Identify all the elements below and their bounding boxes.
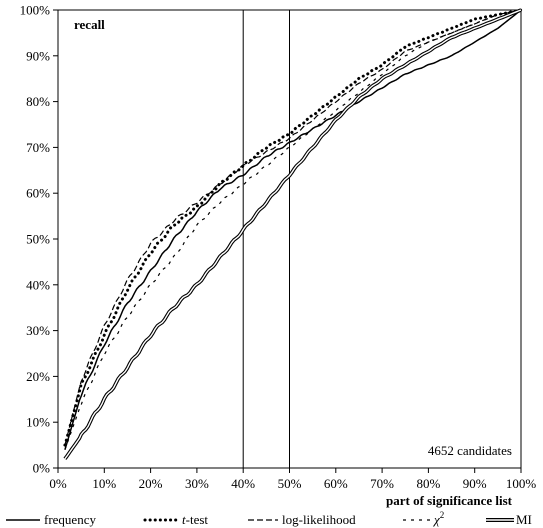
y-tick-label: 90% — [26, 48, 50, 63]
x-tick-label: 90% — [463, 476, 487, 491]
y-tick-label: 40% — [26, 277, 50, 292]
x-tick-label: 80% — [416, 476, 440, 491]
chart-title: recall — [74, 17, 105, 32]
legend-item-mi: MI — [486, 512, 532, 527]
series-line-chi-square — [64, 9, 522, 450]
legend-label-t-italic: t — [182, 512, 186, 527]
legend-label-mi: MI — [516, 512, 532, 527]
legend-item-chi-square: χ2 — [403, 510, 444, 527]
x-tick-label: 20% — [139, 476, 163, 491]
y-tick-label: 20% — [26, 369, 50, 384]
y-tick-label: 0% — [33, 461, 51, 476]
legend-item-t-test: t-test — [143, 512, 208, 527]
y-tick-label: 30% — [26, 323, 50, 338]
x-tick-label: 30% — [185, 476, 209, 491]
x-tick-label: 0% — [49, 476, 67, 491]
legend-label-chi-square: χ2 — [432, 510, 444, 527]
x-tick-label: 10% — [92, 476, 116, 491]
series-line-t-test — [63, 8, 523, 447]
series-lines — [63, 8, 523, 460]
legend: frequency t-test log-likelihood χ2 MI — [6, 510, 532, 527]
x-axis-title: part of significance list — [386, 493, 513, 508]
x-tick-label: 40% — [231, 476, 255, 491]
x-tick-label: 50% — [278, 476, 302, 491]
legend-label-t-rest: -test — [186, 512, 209, 527]
legend-item-frequency: frequency — [6, 512, 96, 527]
legend-label-log-likelihood: log-likelihood — [282, 512, 356, 527]
series-line-mi-inner — [64, 9, 522, 460]
y-tick-label: 100% — [20, 3, 51, 18]
plot-area: 0% 10% 20% 30% 40% 50% 60% 70% 80% 90% 100% 0% 10% 20… — [20, 3, 537, 492]
legend-label-frequency: frequency — [44, 512, 96, 527]
legend-label-chi-superscript: 2 — [440, 510, 445, 520]
legend-item-log-likelihood: log-likelihood — [248, 512, 356, 527]
y-tick-label: 60% — [26, 186, 50, 201]
y-tick-label: 50% — [26, 232, 50, 247]
y-tick-label: 70% — [26, 140, 50, 155]
series-line-mi — [63, 8, 522, 460]
x-tick-label: 70% — [370, 476, 394, 491]
chart-labels: recall 4652 candidates part of significa… — [74, 17, 513, 508]
x-tick-label: 100% — [506, 476, 537, 491]
y-tick-label: 10% — [26, 415, 50, 430]
legend-label-t-test: t-test — [182, 512, 208, 527]
series-line-log-likelihood — [64, 9, 522, 446]
x-tick-label: 60% — [324, 476, 348, 491]
candidates-annotation: 4652 candidates — [428, 443, 512, 458]
legend-label-chi-symbol: χ — [432, 512, 440, 527]
series-line-frequency — [64, 9, 522, 450]
y-tick-label: 80% — [26, 94, 50, 109]
